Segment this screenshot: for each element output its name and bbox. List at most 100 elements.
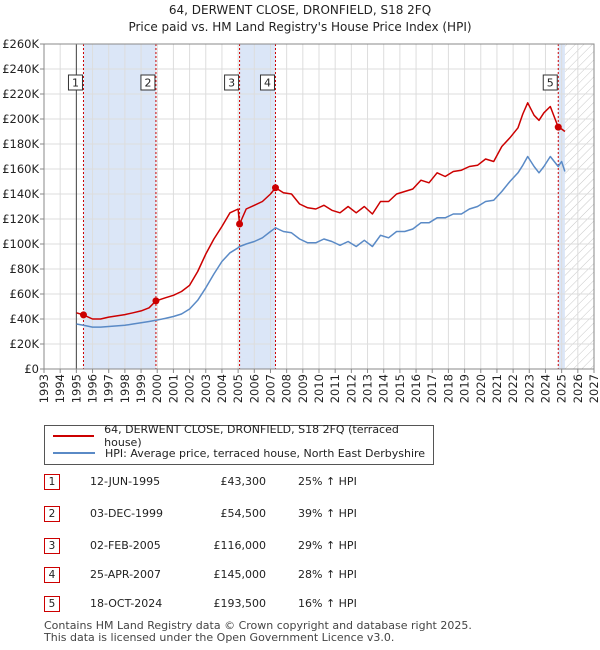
y-tick-label: £180K (2, 137, 39, 151)
x-tick-label: 2018 (441, 374, 455, 403)
sale-hpi-change: 39% ↑ HPI (298, 507, 357, 520)
sale-label: 1 (72, 77, 79, 90)
sale-date: 03-DEC-1999 (90, 507, 164, 520)
legend: 64, DERWENT CLOSE, DRONFIELD, S18 2FQ (t… (44, 423, 434, 465)
sale-date: 25-APR-2007 (90, 568, 162, 581)
table-row: 1 12-JUN-1995 £43,300 25% ↑ HPI (0, 474, 600, 494)
chart-title: 64, DERWENT CLOSE, DRONFIELD, S18 2FQ (169, 3, 431, 17)
y-tick-label: £260K (2, 37, 39, 51)
x-tick-label: 2013 (361, 374, 375, 403)
footer-licence: This data is licensed under the Open Gov… (44, 631, 395, 644)
x-tick-label: 2000 (150, 374, 164, 403)
y-tick-label: £240K (2, 62, 39, 76)
legend-item-hpi: HPI: Average price, terraced house, Nort… (53, 445, 425, 461)
price-chart: 64, DERWENT CLOSE, DRONFIELD, S18 2FQ Pr… (2, 3, 600, 403)
x-tick-label: 2019 (458, 374, 472, 403)
sale-label-box (224, 74, 240, 91)
x-tick-label: 1993 (37, 374, 51, 403)
y-tick-label: £0 (24, 362, 39, 376)
legend-label-hpi: HPI: Average price, terraced house, Nort… (105, 446, 426, 460)
x-tick-label: 2012 (344, 374, 358, 403)
y-tick-label: £60K (10, 287, 40, 301)
sale-price: £116,000 (213, 539, 267, 552)
x-tick-label: 1998 (118, 374, 132, 403)
ownership-shade (83, 44, 156, 369)
sale-label-box (140, 74, 156, 91)
x-tick-label: 2009 (296, 374, 310, 403)
sale-price: £54,500 (220, 507, 267, 520)
sale-label: 3 (228, 77, 235, 90)
y-tick-label: £140K (2, 187, 39, 201)
sale-point (79, 311, 87, 319)
x-tick-label: 2004 (215, 374, 229, 403)
footer-copyright: Contains HM Land Registry data © Crown c… (44, 619, 472, 632)
hpi-line (76, 155, 566, 328)
x-tick-label: 2001 (166, 374, 180, 403)
x-tick-label: 1996 (86, 374, 100, 403)
sale-point (271, 184, 279, 192)
x-tick-label: 2016 (409, 374, 423, 403)
x-tick-label: 2006 (247, 374, 261, 403)
y-tick-label: £220K (2, 87, 39, 101)
x-tick-label: 2002 (183, 374, 197, 403)
y-tick-label: £40K (10, 312, 40, 326)
sale-number-badge: 2 (44, 506, 60, 522)
sale-label: 2 (144, 77, 151, 90)
x-tick-label: 1995 (69, 374, 83, 403)
chart-subtitle: Price paid vs. HM Land Registry's House … (128, 20, 471, 34)
table-row: 3 02-FEB-2005 £116,000 29% ↑ HPI (0, 538, 600, 558)
legend-item-price: 64, DERWENT CLOSE, DRONFIELD, S18 2FQ (t… (53, 423, 433, 449)
sale-date: 18-OCT-2024 (90, 597, 163, 610)
ownership-shade (239, 44, 276, 369)
x-tick-label: 2022 (506, 374, 520, 403)
sale-label-box (542, 74, 558, 91)
sale-hpi-change: 25% ↑ HPI (298, 475, 357, 488)
x-tick-label: 2020 (474, 374, 488, 403)
x-tick-label: 1999 (134, 374, 148, 403)
sale-price: £193,500 (213, 597, 267, 610)
sale-label: 4 (264, 77, 271, 90)
x-tick-label: 2026 (571, 374, 585, 403)
x-tick-label: 2021 (490, 374, 504, 403)
sale-hpi-change: 29% ↑ HPI (298, 539, 357, 552)
sale-point (554, 123, 562, 131)
sale-number-badge: 4 (44, 567, 60, 583)
y-tick-label: £120K (2, 212, 39, 226)
forecast-hatch (564, 44, 594, 369)
x-tick-label: 2027 (587, 374, 600, 403)
footer: Contains HM Land Registry data © Crown c… (44, 620, 472, 644)
sale-hpi-change: 28% ↑ HPI (298, 568, 357, 581)
x-tick-label: 2015 (393, 374, 407, 403)
x-tick-label: 2010 (312, 374, 326, 403)
table-row: 5 18-OCT-2024 £193,500 16% ↑ HPI (0, 596, 600, 616)
sale-price: £145,000 (213, 568, 267, 581)
x-tick-label: 2011 (328, 374, 342, 403)
legend-swatch-price (53, 435, 95, 437)
legend-label-price: 64, DERWENT CLOSE, DRONFIELD, S18 2FQ (t… (104, 423, 399, 449)
sale-hpi-change: 16% ↑ HPI (298, 597, 357, 610)
x-tick-label: 2007 (263, 374, 277, 403)
price-paid-line (76, 102, 566, 320)
sale-date: 12-JUN-1995 (90, 475, 161, 488)
x-tick-label: 2023 (522, 374, 536, 403)
sale-point (236, 220, 244, 228)
x-tick-label: 1997 (102, 374, 116, 403)
legend-swatch-hpi (53, 452, 95, 454)
sale-label: 5 (547, 77, 554, 90)
x-tick-label: 2003 (199, 374, 213, 403)
sale-date: 02-FEB-2005 (90, 539, 161, 552)
x-tick-label: 2024 (538, 374, 552, 403)
sale-label-box (259, 74, 275, 91)
sale-number-badge: 3 (44, 538, 60, 554)
y-tick-label: £80K (10, 262, 40, 276)
x-tick-label: 2005 (231, 374, 245, 403)
x-tick-label: 2008 (280, 374, 294, 403)
x-tick-label: 2025 (555, 374, 569, 403)
x-tick-label: 1994 (53, 374, 67, 403)
sale-number-badge: 5 (44, 596, 60, 612)
y-tick-label: £100K (2, 237, 39, 251)
sale-point (152, 297, 160, 305)
table-row: 2 03-DEC-1999 £54,500 39% ↑ HPI (0, 506, 600, 526)
sale-number-badge: 1 (44, 474, 60, 490)
sale-label-box (67, 74, 83, 91)
